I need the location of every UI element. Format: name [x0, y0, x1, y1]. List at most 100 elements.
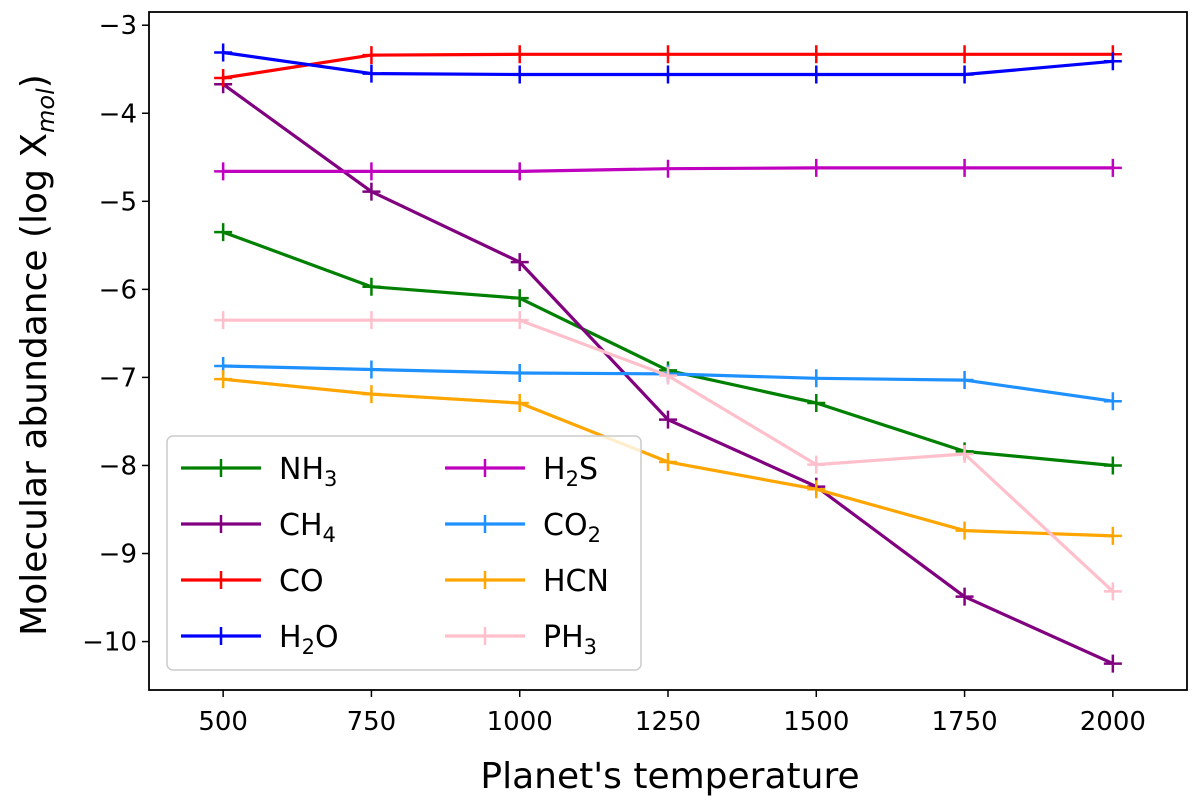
y-axis-label-close: ): [14, 74, 55, 88]
y-tick-label: −9: [99, 540, 137, 570]
x-tick-label: 750: [347, 707, 397, 737]
data-point: [955, 587, 974, 606]
data-point: [807, 369, 826, 388]
data-point: [362, 311, 381, 330]
legend-label: H2O: [279, 620, 339, 659]
data-point: [510, 45, 529, 64]
data-point: [659, 452, 677, 471]
data-point: [510, 393, 529, 412]
data-point: [955, 158, 974, 177]
data-point: [1103, 582, 1122, 601]
data-point: [362, 277, 381, 296]
legend-item-nh3: NH3: [181, 452, 337, 491]
data-point: [362, 360, 381, 379]
legend-label-main: CH: [279, 508, 323, 543]
x-tick-label: 1750: [931, 707, 997, 737]
data-point: [510, 65, 529, 84]
data-point: [955, 521, 974, 540]
legend-label-main: NH: [279, 452, 324, 487]
data-point: [955, 445, 974, 464]
data-point: [1103, 392, 1122, 411]
legend-marker: [212, 459, 230, 477]
legend-marker: [212, 571, 230, 589]
legend-marker: [212, 627, 230, 645]
y-axis-label-subscript: mol: [32, 88, 60, 133]
data-point: [214, 311, 233, 330]
legend-item-co2: CO2: [445, 508, 601, 547]
legend-label-subscript: 2: [302, 635, 315, 659]
legend-label-main: H: [279, 620, 302, 655]
series-ph3: [214, 311, 1122, 601]
data-point: [214, 69, 233, 88]
x-tick-label: 500: [198, 707, 248, 737]
y-axis-label: Molecular abundance (log Xmol): [14, 74, 60, 636]
series-h2o: [214, 43, 1122, 84]
y-tick-label: −7: [99, 363, 137, 393]
legend-label: CO2: [543, 508, 601, 547]
series-h2s: [214, 158, 1122, 181]
x-axis-label: Planet's temperature: [480, 756, 859, 797]
x-tick-label: 1000: [487, 707, 553, 737]
data-point: [1103, 526, 1122, 545]
x-tick-label: 1500: [783, 707, 849, 737]
x-tick-label: 2000: [1080, 707, 1146, 737]
axes-frame: [148, 11, 1188, 691]
y-tick-label: −8: [99, 451, 137, 481]
legend-item-hcn: HCN: [445, 564, 609, 599]
data-point: [362, 385, 381, 404]
legend-label: CH4: [279, 508, 336, 547]
data-point: [807, 45, 826, 64]
data-point: [362, 182, 381, 201]
data-point: [659, 45, 677, 64]
legend-item-ph3: PH3: [445, 620, 597, 659]
data-point: [807, 480, 826, 499]
data-point: [510, 364, 529, 383]
legend-label-main: H: [543, 452, 566, 487]
data-point: [510, 311, 529, 330]
legend-box: [166, 435, 642, 671]
data-point: [214, 43, 233, 62]
data-point: [659, 65, 677, 84]
y-tick-label: −3: [99, 11, 137, 41]
series-line: [222, 230, 1114, 468]
legend-marker: [476, 627, 494, 645]
legend-marker: [476, 515, 494, 533]
data-point: [1103, 52, 1122, 71]
data-point: [362, 46, 381, 65]
y-tick-label: −5: [99, 187, 137, 217]
data-point: [1103, 654, 1122, 673]
data-point: [955, 45, 974, 64]
data-point: [214, 370, 233, 389]
legend-item-h2o: H2O: [181, 620, 339, 659]
legend-label-main: CO: [543, 508, 588, 543]
legend-label-subscript: 2: [588, 523, 601, 547]
data-point: [1103, 456, 1122, 475]
y-tick-label: −4: [99, 99, 137, 129]
legend-label-main: CO: [279, 564, 324, 599]
axes: 500 750 1000 1250 1500 1750 2000 −3 −4 −5 −6 −7 −8 −9…: [82, 11, 1188, 737]
y-tick-label: −6: [99, 275, 137, 305]
legend-item-h2s: H2S: [445, 452, 598, 491]
legend-label-main: PH: [543, 620, 584, 655]
legend-label-subscript: 2: [566, 467, 579, 491]
data-point: [955, 371, 974, 390]
data-point: [807, 158, 826, 177]
legend-label: HCN: [543, 564, 609, 599]
y-tick-label: −10: [82, 628, 137, 658]
legend-label: NH3: [279, 452, 337, 491]
data-point: [807, 393, 826, 412]
legend-marker: [212, 515, 230, 533]
legend-marker: [476, 459, 494, 477]
legend-label-subscript: 3: [324, 467, 337, 491]
data-point: [659, 366, 677, 385]
legend-label-main: HCN: [543, 564, 609, 599]
legend-label-subscript: 3: [584, 635, 597, 659]
data-point: [807, 455, 826, 474]
y-axis-label-main: Molecular abundance (log X: [14, 133, 55, 636]
series-hcn: [214, 370, 1122, 545]
legend-label: CO: [279, 564, 324, 599]
legend-label: PH3: [543, 620, 597, 659]
legend-label-tail: O: [315, 620, 339, 655]
data-point: [510, 162, 529, 181]
